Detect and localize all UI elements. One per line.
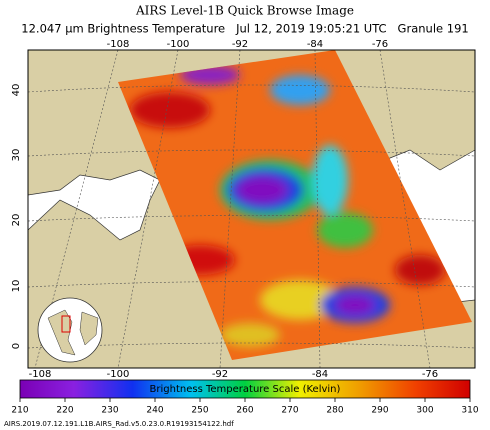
colorbar-tick-label: 210 <box>11 406 28 416</box>
colorbar-label: Brightness Temperature Scale (Kelvin) <box>150 384 341 395</box>
graticule <box>28 50 475 368</box>
title: AIRS Level-1B Quick Browse Image <box>135 4 354 18</box>
colorbar-tick-label: 240 <box>146 406 163 416</box>
top-longitude: -76 <box>372 39 388 50</box>
bottom-longitude: -108 <box>29 369 52 380</box>
colorbar-tick-label: 310 <box>461 406 478 416</box>
top-longitude: -108 <box>107 39 130 50</box>
colorbar-tick-label: 300 <box>416 406 433 416</box>
inset-globe <box>37 297 103 363</box>
bottom-longitude: -100 <box>107 369 130 380</box>
latitude: 0 <box>11 343 22 349</box>
colorbar-tick-label: 270 <box>281 406 298 416</box>
colorbar-tick-label: 280 <box>326 406 343 416</box>
top-longitude: -100 <box>167 39 190 50</box>
latitude: 20 <box>11 214 22 227</box>
top-longitude: -84 <box>307 39 323 50</box>
bottom-longitude: -92 <box>212 369 228 380</box>
colorbar-tick-label: 260 <box>236 406 253 416</box>
top-longitude: -92 <box>232 39 248 50</box>
latitude: 10 <box>11 280 22 293</box>
colorbar-tick-label: 290 <box>371 406 388 416</box>
footer: AIRS.2019.07.12.191.L1B.AIRS_Rad.v5.0.23… <box>4 420 234 428</box>
latitude: 40 <box>11 84 22 97</box>
map-frame <box>27 49 476 369</box>
map <box>28 50 475 368</box>
colorbar-tick-label: 230 <box>101 406 118 416</box>
swath <box>118 50 472 360</box>
colorbar-tick-label: 220 <box>56 406 73 416</box>
subtitle: 12.047 μm Brightness Temperature Jul 12,… <box>21 22 468 36</box>
latitude: 30 <box>11 149 22 162</box>
colorbar-tick-label: 250 <box>191 406 208 416</box>
bottom-longitude: -84 <box>312 369 328 380</box>
bottom-longitude: -76 <box>422 369 438 380</box>
